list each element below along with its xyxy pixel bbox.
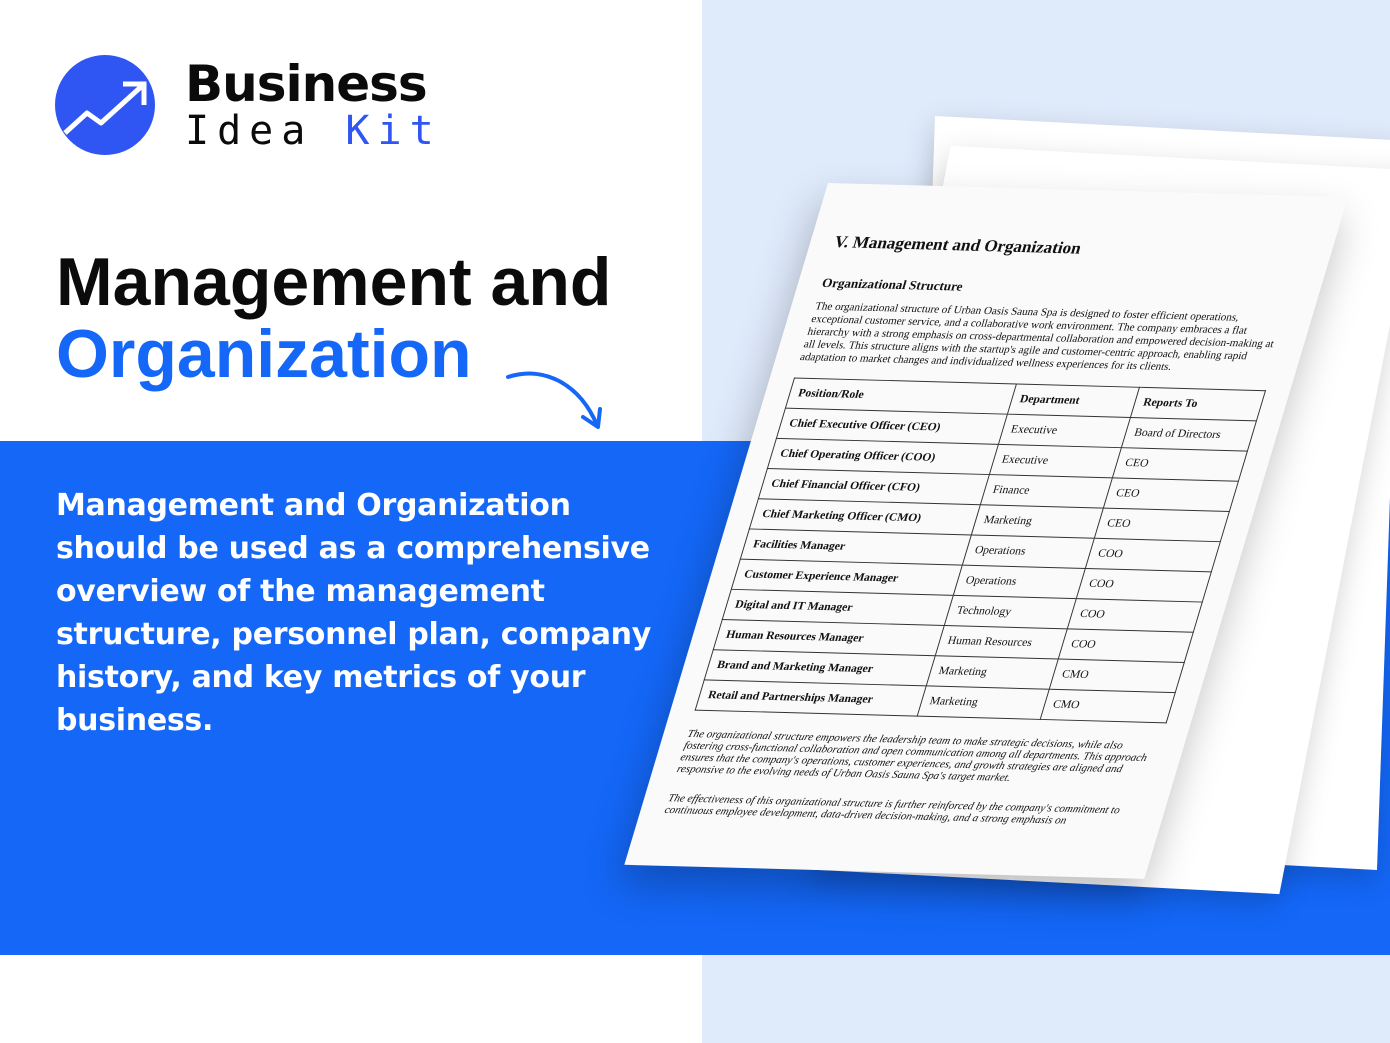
table-cell: COO — [1085, 538, 1221, 572]
brand-name-line1: Business — [185, 55, 428, 113]
table-cell: CEO — [1094, 508, 1230, 542]
table-cell: Technology — [943, 595, 1077, 629]
trend-arrow-icon — [55, 55, 155, 155]
doc-title: V. Management and Organization — [831, 232, 1084, 258]
page-title: Management and Organization — [56, 246, 611, 390]
table-cell: CEO — [1103, 477, 1239, 512]
doc-para3: The effectiveness of this organizational… — [663, 792, 1122, 827]
table-cell: COO — [1067, 598, 1203, 633]
title-line1: Management and — [56, 244, 612, 320]
table-cell: Human Resources — [934, 625, 1068, 660]
doc-intro: The organizational structure of Urban Oa… — [798, 300, 1276, 373]
table-cell: Board of Directors — [1121, 417, 1257, 452]
table-cell: Executive — [989, 444, 1122, 478]
curved-arrow-icon — [506, 371, 602, 429]
table-cell: Marketing — [925, 655, 1059, 690]
title-line2: Organization — [56, 316, 472, 392]
brand-logo: Business Idea Kit — [55, 55, 442, 155]
table-cell: Operations — [952, 565, 1086, 599]
table-cell: Executive — [998, 414, 1131, 448]
org-table: Position/Role Department Reports To Chie… — [695, 377, 1267, 723]
table-cell: Marketing — [916, 685, 1050, 720]
table-cell: CMO — [1049, 659, 1185, 693]
brand-name-idea: Idea — [185, 108, 314, 154]
table-cell: Retail and Partnerships Manager — [695, 679, 926, 717]
table-cell: CMO — [1040, 689, 1176, 723]
col-header: Department — [1007, 383, 1140, 418]
table-cell: COO — [1076, 568, 1212, 603]
doc-para2: The organizational structure empowers th… — [675, 728, 1149, 784]
table-cell: Operations — [961, 534, 1095, 569]
doc-subtitle: Organizational Structure — [820, 275, 965, 294]
table-cell: Finance — [979, 474, 1113, 509]
table-cell: COO — [1058, 628, 1194, 663]
brand-name-kit: Kit — [345, 108, 442, 154]
col-header: Reports To — [1130, 387, 1266, 421]
table-cell: Marketing — [970, 504, 1104, 539]
description: Management and Organization should be us… — [56, 488, 651, 738]
table-cell: CEO — [1112, 447, 1248, 482]
